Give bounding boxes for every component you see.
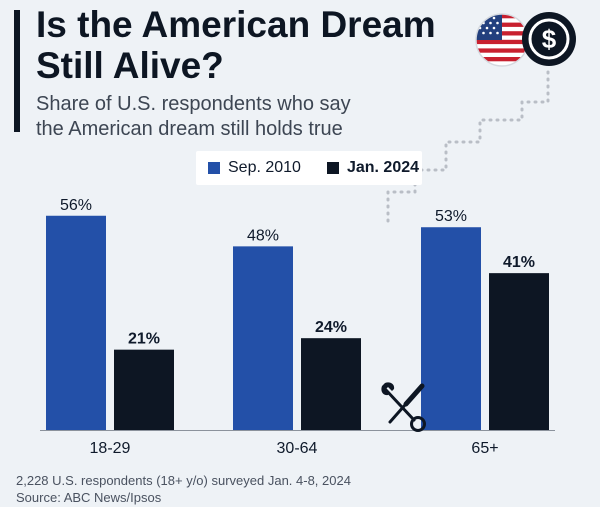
legend-item-jan-2024: Jan. 2024 — [326, 159, 420, 177]
footnote: 2,228 U.S. respondents (18+ y/o) surveye… — [16, 473, 351, 488]
title-line-2: Still Alive? — [36, 45, 224, 86]
svg-text:$: $ — [542, 24, 557, 54]
tick-label-65+: 65+ — [471, 440, 498, 457]
bar-18-29-series-2 — [114, 349, 174, 430]
legend-label-sep-2010: Sep. 2010 — [228, 159, 301, 176]
legend-swatch-sep-2010 — [208, 162, 220, 174]
bar-30-64-series-2 — [301, 338, 361, 430]
legend-label-jan-2024: Jan. 2024 — [346, 159, 420, 176]
title-line-1: Is the American Dream — [36, 4, 436, 45]
data-label-30-64-series-1: 48% — [247, 227, 279, 244]
bar-30-64-series-1 — [233, 246, 293, 430]
data-label-30-64-series-2: 24% — [315, 319, 347, 336]
data-label-18-29-series-2: 21% — [128, 331, 160, 348]
bar-65+-series-2 — [489, 273, 549, 430]
data-label-18-29-series-1: 56% — [60, 197, 92, 214]
data-label-65+-series-1: 53% — [435, 208, 467, 225]
us-flag-icon — [475, 13, 529, 67]
data-label-65+-series-2: 41% — [503, 254, 535, 271]
source-note: Source: ABC News/Ipsos — [16, 490, 162, 505]
legend-swatch-jan-2024 — [326, 162, 339, 174]
page-title: Is the American Dream Still Alive? — [36, 4, 476, 86]
legend-item-sep-2010: Sep. 2010 — [208, 159, 301, 177]
chart-legend: Sep. 2010 Jan. 2024 — [196, 151, 422, 185]
bar-18-29-series-1 — [46, 215, 106, 430]
tick-label-18-29: 18-29 — [90, 440, 131, 457]
wrench-screwdriver-icon — [381, 382, 426, 432]
accent-bar — [14, 10, 20, 132]
bar-65+-series-1 — [421, 227, 481, 430]
tick-label-30-64: 30-64 — [277, 440, 318, 457]
page-subtitle: Share of U.S. respondents who say the Am… — [36, 92, 416, 142]
subtitle-line-1: Share of U.S. respondents who say — [36, 93, 351, 115]
dollar-coin-icon: $ — [522, 12, 576, 66]
subtitle-line-2: the American dream still holds true — [36, 118, 343, 140]
